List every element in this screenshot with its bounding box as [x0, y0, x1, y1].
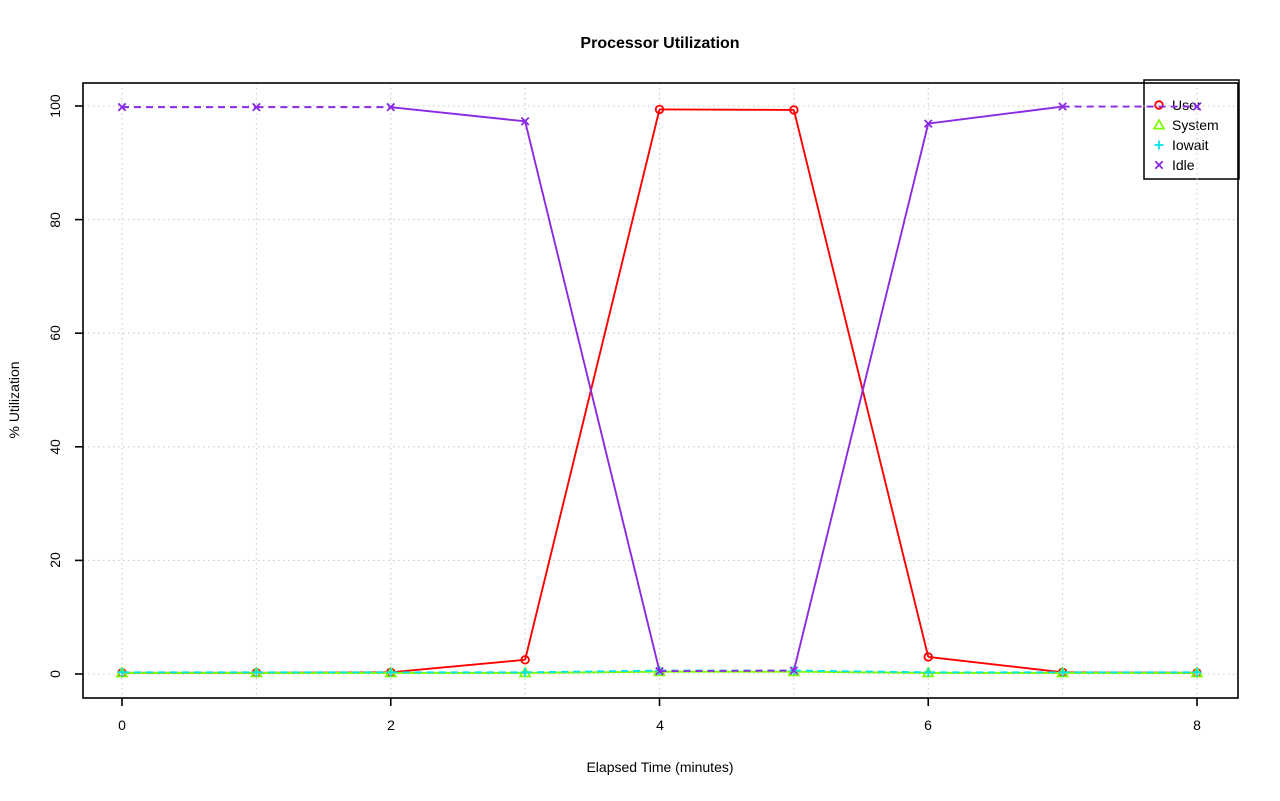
chart-title: Processor Utilization — [580, 35, 739, 52]
x-marker — [520, 116, 530, 126]
x-tick-label: 4 — [656, 717, 664, 733]
x-marker — [117, 102, 127, 112]
plot-border — [82, 82, 1239, 699]
x-marker — [789, 666, 799, 675]
legend-label-iowait: Iowait — [1172, 137, 1209, 153]
axis-tick-marks — [75, 105, 1198, 706]
series-idle — [117, 102, 1202, 676]
x-marker — [252, 102, 261, 112]
x-tick-label: 2 — [387, 717, 395, 733]
legend-label-system: System — [1172, 117, 1219, 133]
x-marker — [1058, 102, 1067, 111]
legend-label-idle: Idle — [1172, 157, 1195, 173]
legend: User System Iowait Idle — [1143, 79, 1240, 180]
series-segment — [524, 109, 661, 661]
series-segment — [793, 669, 929, 674]
circle-marker — [1154, 100, 1164, 110]
y-axis-label: % Utilization — [6, 361, 22, 438]
triangle-marker — [1152, 118, 1166, 130]
series-segment — [525, 670, 660, 674]
x-marker — [923, 119, 933, 128]
circle-marker — [789, 105, 799, 115]
x-marker — [1154, 160, 1164, 170]
y-tick-label: 0 — [47, 670, 63, 678]
y-tick-label: 80 — [47, 212, 63, 228]
x-tick-label: 0 — [118, 717, 126, 733]
circle-marker — [520, 655, 530, 665]
series-segment — [928, 105, 1063, 125]
x-tick-label: 6 — [924, 717, 932, 733]
series-segment — [524, 121, 661, 672]
y-tick-label: 40 — [47, 439, 63, 455]
data-series — [115, 102, 1204, 678]
gridlines — [83, 83, 1238, 698]
series-segment — [390, 106, 526, 123]
y-tick-label: 100 — [47, 94, 63, 118]
x-marker — [655, 666, 664, 676]
series-segment — [792, 109, 930, 658]
series-segment — [928, 656, 1063, 674]
series-segment — [792, 123, 930, 671]
series-segment — [659, 108, 794, 111]
x-marker — [1192, 102, 1202, 111]
legend-markers — [1152, 100, 1166, 170]
y-tick-label: 20 — [47, 552, 63, 568]
series-segment — [390, 658, 526, 674]
circle-marker — [654, 104, 665, 115]
series-user — [117, 104, 1202, 678]
x-tick-label: 8 — [1193, 717, 1201, 733]
x-marker — [386, 102, 396, 112]
circle-marker — [923, 652, 933, 662]
series-segment — [525, 669, 660, 674]
y-tick-label: 60 — [47, 325, 63, 341]
series-segment — [659, 669, 794, 673]
x-axis-label: Elapsed Time (minutes) — [586, 759, 733, 775]
